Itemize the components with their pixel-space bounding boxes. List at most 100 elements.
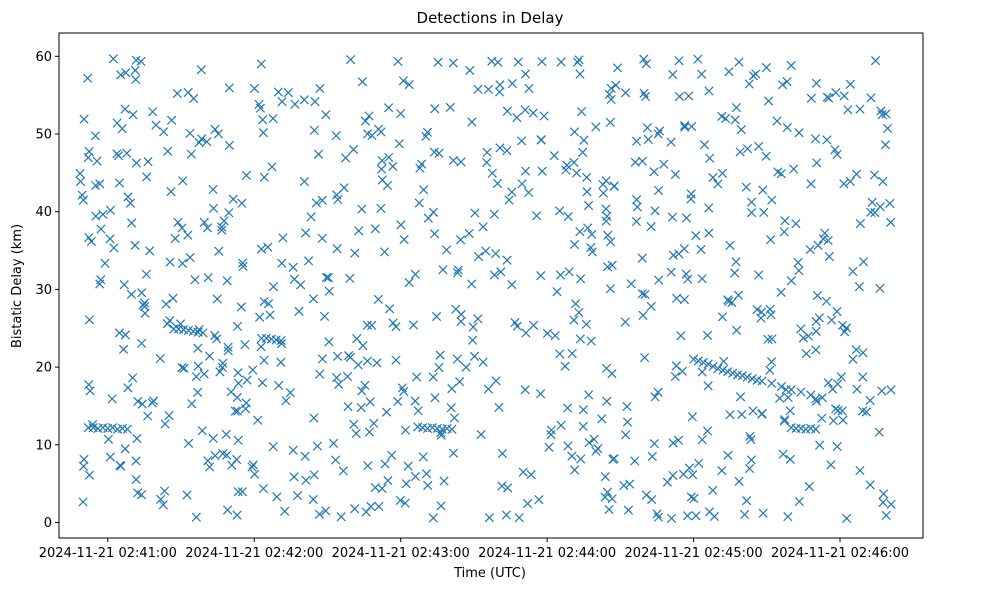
detection-point — [125, 198, 136, 208]
detection-point — [682, 511, 693, 521]
detection-point — [185, 128, 195, 138]
detection-point — [754, 270, 764, 280]
detection-point — [294, 306, 304, 316]
detection-point — [204, 351, 215, 361]
detection-point — [222, 276, 232, 286]
detection-point — [858, 406, 868, 416]
detection-point — [155, 494, 166, 505]
detection-point — [668, 69, 678, 80]
detection-point — [832, 149, 842, 159]
detection-point — [364, 111, 374, 121]
detection-point — [165, 257, 175, 267]
detection-point — [650, 392, 660, 402]
detection-point — [796, 324, 806, 334]
y-tick-label: 30 — [35, 283, 52, 298]
detection-point — [851, 345, 861, 355]
detection-point — [396, 108, 406, 119]
detection-point — [202, 137, 212, 147]
detection-point — [412, 372, 422, 382]
detection-point — [395, 495, 405, 506]
detection-point — [542, 328, 553, 339]
detection-point — [598, 188, 609, 198]
detection-point — [177, 223, 187, 233]
detection-point — [447, 424, 457, 434]
detection-point — [555, 206, 565, 216]
detection-point — [813, 240, 823, 250]
detection-point — [758, 508, 768, 518]
detection-point — [882, 123, 893, 134]
detection-point — [576, 454, 586, 464]
detection-point — [601, 204, 611, 214]
detection-point — [183, 230, 193, 240]
detection-point — [133, 396, 143, 406]
detection-point — [213, 129, 224, 139]
detection-point — [569, 127, 580, 137]
detection-point — [674, 56, 684, 66]
detection-point — [782, 76, 792, 87]
detection-point — [881, 510, 891, 521]
detection-point — [131, 74, 141, 85]
detection-point — [619, 480, 629, 491]
detection-point — [303, 256, 314, 266]
detection-point — [822, 135, 832, 145]
detection-point — [742, 144, 753, 154]
detection-point — [429, 229, 440, 239]
detection-point — [717, 168, 728, 179]
detection-point — [414, 198, 424, 208]
detection-point — [852, 384, 862, 394]
detection-point — [217, 225, 227, 235]
detection-point — [214, 246, 224, 256]
y-tick-label: 10 — [35, 438, 52, 453]
detection-point — [694, 458, 704, 468]
detection-point — [603, 230, 613, 240]
detection-point — [765, 365, 775, 375]
detection-point — [626, 279, 636, 289]
detection-point — [362, 356, 373, 366]
detection-point — [503, 483, 513, 493]
detection-point — [855, 465, 865, 476]
detection-point — [777, 80, 788, 90]
detection-point — [274, 380, 284, 391]
detection-point — [255, 312, 265, 322]
detection-point — [232, 392, 242, 403]
detection-point — [83, 73, 93, 83]
detection-point — [746, 434, 756, 445]
detection-point — [609, 181, 619, 191]
detection-point — [187, 399, 197, 409]
detection-point — [230, 406, 240, 416]
detection-point — [481, 246, 491, 256]
detection-point — [456, 157, 466, 167]
detection-point — [383, 475, 393, 486]
detection-point — [130, 240, 140, 250]
detection-point — [258, 115, 268, 125]
detection-point — [735, 147, 745, 157]
detection-point — [820, 228, 830, 238]
detection-point — [537, 56, 547, 67]
detection-point — [221, 429, 231, 440]
detection-point — [823, 378, 833, 388]
detection-point — [693, 54, 703, 64]
detection-point — [202, 223, 213, 233]
detection-point — [142, 172, 152, 182]
detection-point — [265, 310, 275, 320]
detection-point — [587, 247, 597, 257]
detection-point — [686, 189, 696, 199]
detection-point — [668, 438, 678, 448]
detection-point — [250, 469, 260, 479]
detection-point — [736, 125, 746, 135]
detection-point — [344, 351, 354, 361]
detection-point — [79, 454, 89, 464]
detection-point — [496, 267, 506, 277]
detection-point — [794, 128, 804, 138]
detection-point — [360, 380, 370, 391]
detection-point — [193, 361, 203, 371]
detection-point — [192, 387, 203, 398]
plot-frame — [58, 32, 924, 539]
detection-point — [161, 299, 171, 309]
detection-point — [237, 487, 248, 497]
detection-point — [263, 242, 273, 252]
detection-point — [745, 431, 755, 442]
detection-point — [775, 393, 785, 403]
detection-point — [403, 461, 413, 471]
detection-point — [752, 304, 762, 315]
